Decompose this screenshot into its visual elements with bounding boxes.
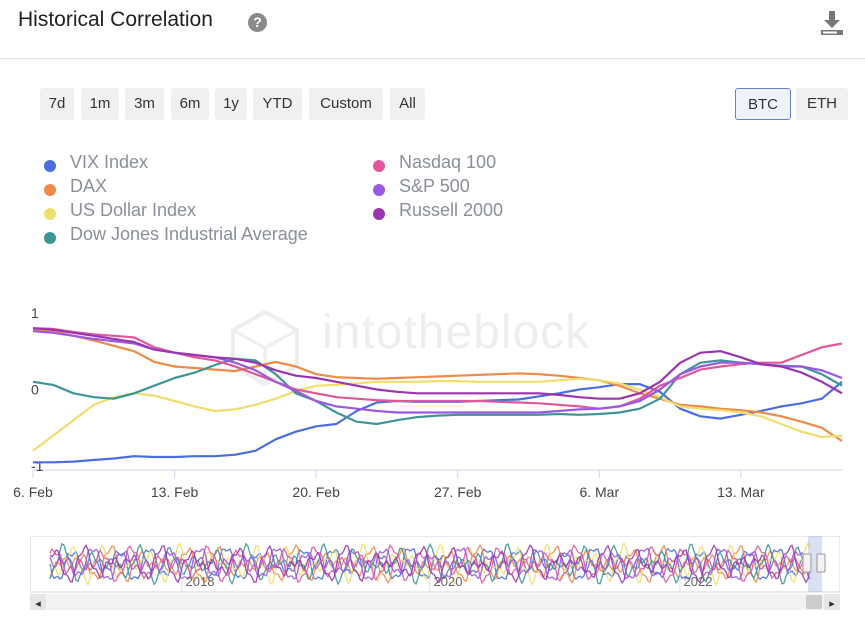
legend-dot [44,208,56,220]
legend: VIX Index DAX US Dollar Index Dow Jones … [0,150,865,250]
legend-dot [44,232,56,244]
range-custom-button[interactable]: Custom [309,88,383,120]
x-tick-label: 27. Feb [434,484,482,500]
scroll-left-icon[interactable]: ◂ [35,597,41,610]
scrollbar-thumb[interactable] [806,595,822,609]
legend-dot [373,184,385,196]
navigator-series-line [49,543,811,585]
scroll-right-button[interactable] [824,594,840,610]
header: Historical Correlation ? [0,0,865,59]
range-7d-button[interactable]: 7d [40,88,74,120]
range-1m-button[interactable]: 1m [81,88,119,120]
correlation-chart[interactable]: 10-16. Feb 13. Feb 20. Feb 27. Feb 6. Mar 13.… [0,295,865,510]
asset-btc-button[interactable]: BTC [735,88,791,120]
navigator-series-line [49,547,811,581]
legend-label: Russell 2000 [399,200,504,220]
page-title: Historical Correlation [18,8,213,31]
legend-dot [373,208,385,220]
legend-label: Nasdaq 100 [399,152,497,172]
x-tick-label: 6. Feb [13,484,53,500]
navigator-year-label: 2020 [434,574,463,589]
x-tick-label: 13. Mar [717,484,765,500]
legend-dot [373,160,385,172]
series-line-dax [32,328,843,442]
legend-label: US Dollar Index [70,200,197,220]
navigator-handle-right[interactable] [816,553,826,573]
range-6m-button[interactable]: 6m [171,88,209,120]
x-tick-label: 20. Feb [292,484,340,500]
y-tick-label: 0 [31,382,39,398]
navigator-series-line [49,541,811,587]
scrollbar-track[interactable] [30,594,840,610]
range-ytd-button[interactable]: YTD [253,88,302,120]
range-3m-button[interactable]: 3m [125,88,164,120]
navigator-year-label: 2018 [186,574,215,589]
y-tick-label: 1 [31,305,39,321]
legend-dot [44,184,56,196]
download-icon[interactable] [820,10,844,36]
legend-label: Dow Jones Industrial Average [70,224,308,244]
range-1y-button[interactable]: 1y [215,88,247,120]
series-line-dow-jones-industrial-average [32,357,843,426]
legend-label: DAX [70,176,108,196]
legend-label: S&P 500 [399,176,470,196]
series-line-us-dollar-index [32,377,843,452]
range-all-button[interactable]: All [390,88,425,120]
x-tick-label: 13. Feb [151,484,199,500]
x-tick-label: 6. Mar [579,484,619,500]
scroll-right-icon[interactable]: ▸ [829,597,835,610]
navigator-handle-left[interactable] [802,553,812,573]
legend-dot [44,160,56,172]
navigator-selection[interactable] [808,536,822,592]
help-icon[interactable]: ? [248,13,267,32]
series-line-russell-2000 [32,327,843,400]
asset-eth-button[interactable]: ETH [796,88,848,120]
watermark-text: intotheblock [322,306,591,359]
legend-label: VIX Index [70,152,149,172]
navigator[interactable]: 2018 2020 2022 ◂ ▸ [30,536,840,614]
scroll-left-button[interactable] [30,594,46,610]
navigator-year-label: 2022 [684,574,713,589]
